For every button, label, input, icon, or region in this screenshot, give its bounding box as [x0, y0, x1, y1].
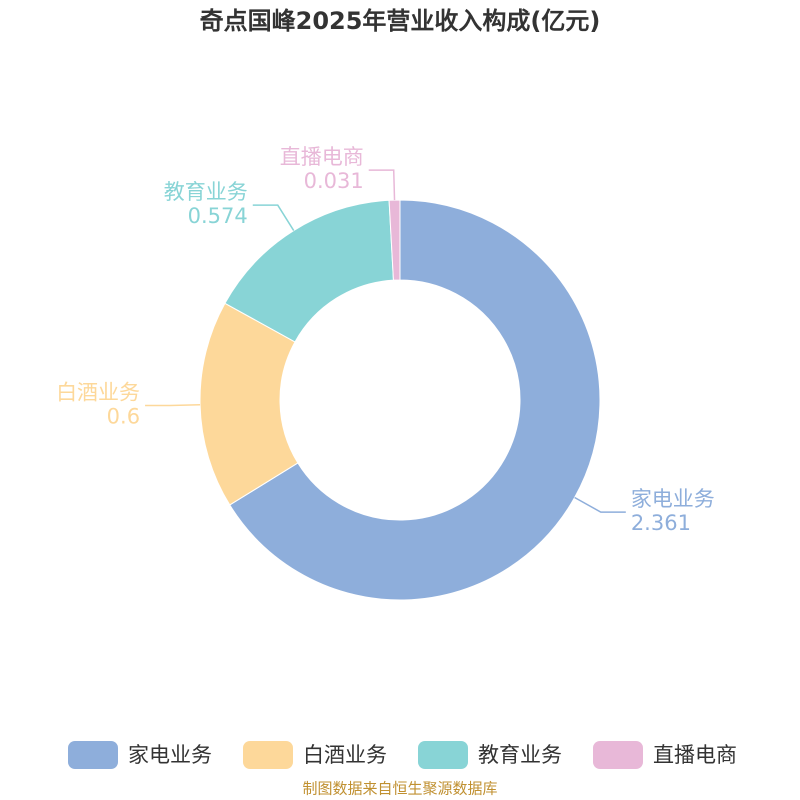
- source-note: 制图数据来自恒生聚源数据库: [302, 780, 497, 798]
- leader-line: [252, 204, 295, 231]
- legend-swatch: [68, 741, 118, 769]
- legend-label: 白酒业务: [303, 743, 387, 767]
- legend-swatch: [418, 741, 468, 769]
- slice-label: 直播电商: [280, 145, 364, 169]
- value-label: 0.574: [188, 204, 248, 228]
- leader-line: [574, 496, 626, 513]
- legend-swatch: [593, 741, 643, 769]
- slice-label: 家电业务: [631, 487, 715, 511]
- legend-label: 直播电商: [653, 743, 737, 767]
- value-label: 0.031: [304, 169, 364, 193]
- value-label: 2.361: [631, 511, 691, 535]
- value-label: 0.6: [107, 404, 140, 428]
- slice-label: 教育业务: [164, 180, 248, 204]
- chart-title: 奇点国峰2025年营业收入构成(亿元): [200, 7, 601, 35]
- slice-label: 白酒业务: [56, 380, 140, 404]
- legend-swatch: [243, 741, 293, 769]
- pie-slice: [229, 199, 601, 601]
- pie-slice: [388, 199, 401, 281]
- leader-line: [368, 169, 396, 201]
- leader-line: [145, 404, 201, 407]
- legend-label: 教育业务: [478, 743, 562, 767]
- legend-label: 家电业务: [128, 743, 212, 767]
